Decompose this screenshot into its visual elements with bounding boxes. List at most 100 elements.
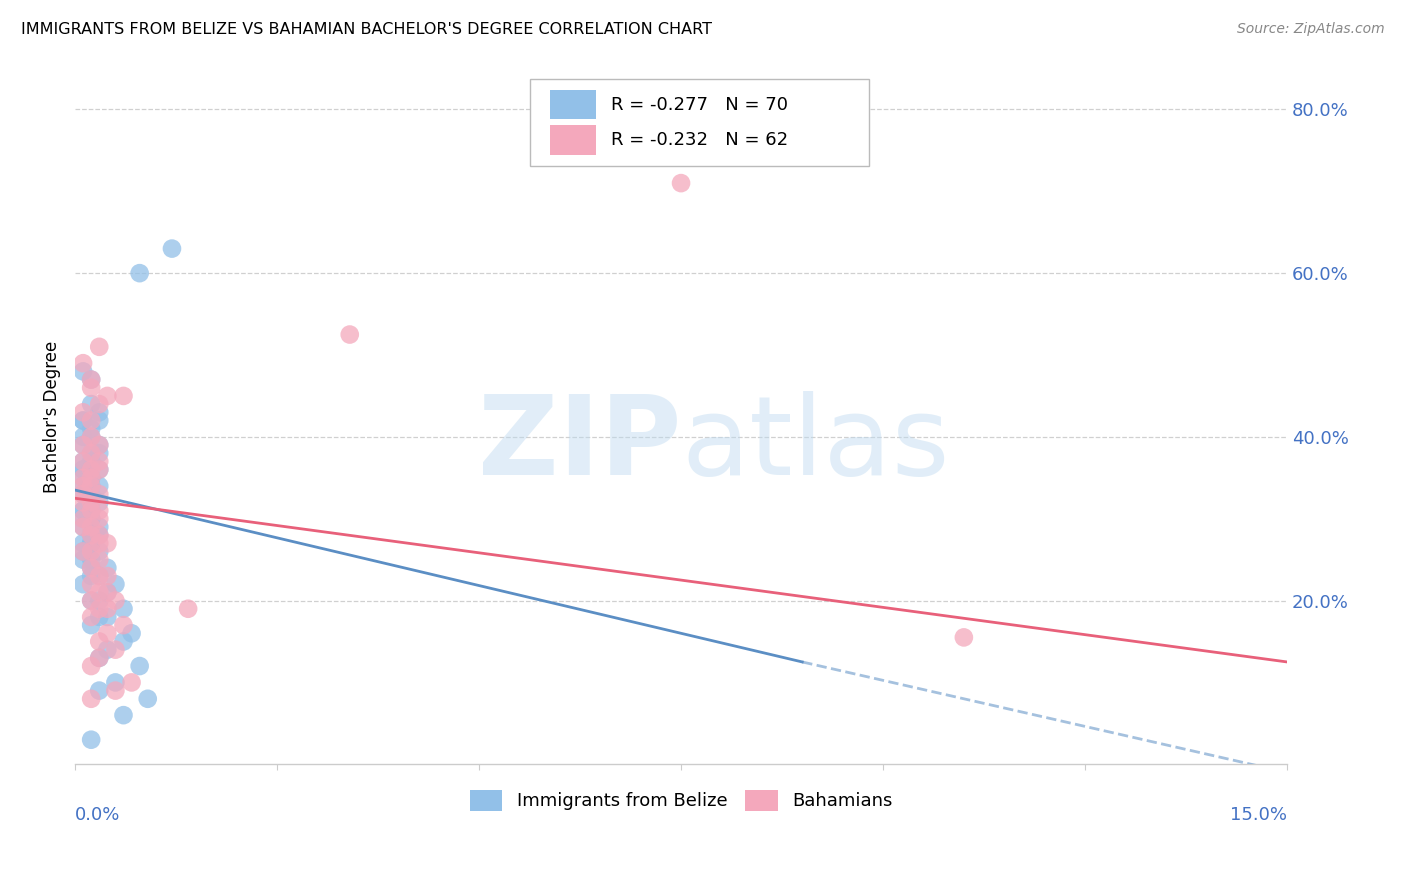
Point (72, 577, 94, 591)
Point (72, 438, 94, 452)
Point (80, 577, 103, 591)
Point (80, 659, 103, 673)
Point (89, 528, 111, 542)
Text: Source: ZipAtlas.com: Source: ZipAtlas.com (1237, 22, 1385, 37)
Point (89, 462, 111, 476)
Point (89, 520, 111, 534)
Point (80, 512, 103, 526)
Point (72, 512, 94, 526)
Text: 0.0%: 0.0% (75, 806, 121, 824)
Legend: Immigrants from Belize, Bahamians: Immigrants from Belize, Bahamians (463, 782, 900, 818)
Point (80, 495, 103, 509)
Point (128, 659, 150, 673)
Point (72, 438, 94, 452)
Point (80, 479, 103, 493)
Point (72, 512, 94, 526)
Point (72, 544, 94, 558)
Point (89, 601, 111, 615)
Point (89, 552, 111, 566)
Point (72, 405, 94, 419)
Point (89, 569, 111, 583)
Point (80, 503, 103, 517)
Point (80, 430, 103, 444)
Point (80, 373, 103, 387)
Point (89, 585, 111, 599)
Point (112, 634, 135, 648)
Point (96, 610, 118, 624)
Point (89, 397, 111, 411)
Point (80, 446, 103, 460)
Point (96, 601, 118, 615)
Point (112, 618, 135, 632)
Text: atlas: atlas (681, 391, 949, 498)
Point (80, 561, 103, 575)
Point (80, 512, 103, 526)
Point (89, 487, 111, 501)
FancyBboxPatch shape (530, 79, 869, 166)
Point (80, 544, 103, 558)
Point (72, 479, 94, 493)
Point (80, 569, 103, 583)
Point (72, 495, 94, 509)
Point (89, 544, 111, 558)
Point (72, 471, 94, 485)
Point (89, 454, 111, 468)
Point (72, 471, 94, 485)
Point (80, 462, 103, 476)
Point (80, 536, 103, 550)
Point (72, 479, 94, 493)
Point (339, 327, 361, 342)
Point (104, 577, 127, 591)
Y-axis label: Bachelor's Degree: Bachelor's Degree (44, 340, 60, 492)
Point (72, 552, 94, 566)
Point (89, 479, 111, 493)
Point (953, 631, 976, 645)
Point (80, 495, 103, 509)
Point (80, 479, 103, 493)
Bar (550, 90, 596, 120)
Point (89, 503, 111, 517)
Point (80, 430, 103, 444)
Point (80, 552, 103, 566)
Point (112, 708, 135, 723)
Point (128, 266, 150, 280)
Point (72, 520, 94, 534)
Point (96, 642, 118, 657)
Point (96, 569, 118, 583)
Point (72, 503, 94, 517)
Point (96, 585, 118, 599)
Point (121, 626, 143, 640)
Point (80, 618, 103, 632)
Point (96, 389, 118, 403)
Point (89, 610, 111, 624)
Bar (550, 126, 596, 154)
Point (80, 446, 103, 460)
Point (89, 528, 111, 542)
Point (72, 413, 94, 427)
Point (121, 675, 143, 690)
Point (72, 356, 94, 370)
Point (112, 601, 135, 615)
Point (89, 405, 111, 419)
Point (80, 422, 103, 436)
Point (96, 585, 118, 599)
Point (89, 446, 111, 460)
Text: R = -0.277   N = 70: R = -0.277 N = 70 (610, 95, 787, 114)
Point (104, 642, 127, 657)
Point (96, 536, 118, 550)
Point (89, 340, 111, 354)
Point (89, 593, 111, 607)
Point (72, 520, 94, 534)
Point (80, 520, 103, 534)
Point (669, 176, 692, 190)
Point (72, 430, 94, 444)
Point (89, 413, 111, 427)
Point (72, 454, 94, 468)
Point (72, 536, 94, 550)
Point (80, 373, 103, 387)
Point (89, 569, 111, 583)
Text: IMMIGRANTS FROM BELIZE VS BAHAMIAN BACHELOR'S DEGREE CORRELATION CHART: IMMIGRANTS FROM BELIZE VS BAHAMIAN BACHE… (21, 22, 711, 37)
Point (136, 691, 159, 706)
Point (89, 462, 111, 476)
Point (96, 561, 118, 575)
